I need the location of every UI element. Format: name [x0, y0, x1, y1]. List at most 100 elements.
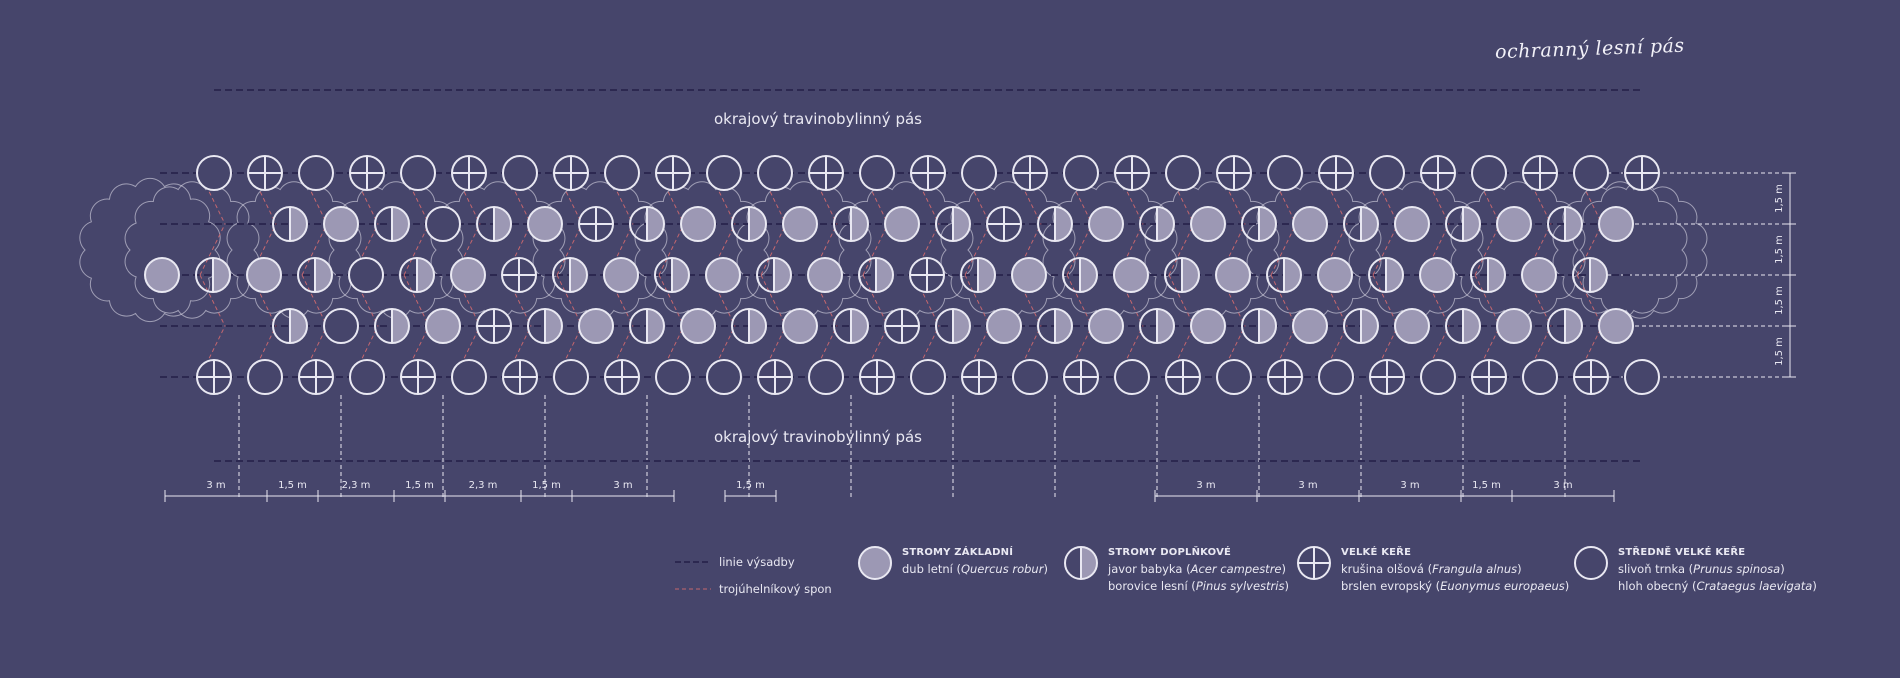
medium-shrub-outline — [1573, 155, 1609, 191]
legend-medium-shrubs: STŘEDNĚ VELKÉ KEŘE slivoň trnka (Prunus … — [1572, 544, 1817, 595]
medium-shrub-outline — [1012, 359, 1048, 395]
supplementary-tree — [1343, 206, 1379, 242]
supplementary-tree — [1266, 257, 1302, 293]
supplementary-tree-half — [851, 207, 868, 241]
medium-shrub-outline — [1165, 155, 1201, 191]
main-tree-symbol — [1215, 257, 1251, 293]
main-tree-symbol — [1190, 308, 1226, 344]
main-tree — [1598, 206, 1634, 242]
main-tree-symbol — [1088, 308, 1124, 344]
supplementary-tree — [1037, 308, 1073, 344]
main-tree-symbol — [1190, 206, 1226, 242]
medium-shrub — [323, 308, 359, 344]
main-tree-symbol — [1419, 257, 1455, 293]
medium-shrub-outline — [859, 155, 895, 191]
medium-shrub — [910, 359, 946, 395]
main-tree-symbol — [807, 257, 843, 293]
supplementary-tree — [1343, 308, 1379, 344]
medium-shrub-outline — [706, 155, 742, 191]
supplementary-tree-half — [953, 207, 970, 241]
supplementary-tree — [858, 257, 894, 293]
supplementary-tree — [1547, 206, 1583, 242]
canopy-outline — [79, 177, 221, 323]
medium-shrub — [1216, 359, 1252, 395]
main-tree — [807, 257, 843, 293]
supplementary-tree-half — [290, 207, 307, 241]
canopy-outlines — [79, 177, 1708, 323]
large-shrub — [476, 308, 512, 344]
main-tree-symbol — [986, 308, 1022, 344]
medium-shrub — [706, 359, 742, 395]
canopy-outline — [430, 181, 566, 319]
legend-planting-line-label: linie výsadby — [719, 555, 795, 569]
supplementary-tree — [1139, 206, 1175, 242]
large-shrub — [400, 359, 436, 395]
main-tree-symbol — [1113, 257, 1149, 293]
main-tree-symbol — [1394, 308, 1430, 344]
supplementary-tree — [527, 308, 563, 344]
medium-shrub-outline — [247, 359, 283, 395]
dimension-left-label: 1,5 m — [278, 480, 307, 491]
supplementary-tree-symbol-icon — [1064, 546, 1098, 580]
supplementary-tree — [1368, 257, 1404, 293]
supplementary-tree — [1241, 308, 1277, 344]
large-shrub — [1420, 155, 1456, 191]
dimension-left-label: 3 m — [613, 480, 632, 491]
medium-shrub — [349, 359, 385, 395]
main-tree-symbol — [1598, 206, 1634, 242]
supplementary-tree-half — [392, 309, 409, 343]
main-tree-symbol — [144, 257, 180, 293]
main-tree — [1598, 308, 1634, 344]
main-tree — [1521, 257, 1557, 293]
large-shrub — [655, 155, 691, 191]
medium-shrub-outline — [1267, 155, 1303, 191]
medium-shrub-outline — [553, 359, 589, 395]
dimension-vertical-label: 1,5 m — [1774, 337, 1785, 366]
canopy-outline — [328, 181, 464, 319]
supplementary-tree — [399, 257, 435, 293]
supplementary-tree — [629, 308, 665, 344]
supplementary-tree — [374, 308, 410, 344]
medium-shrub — [1624, 359, 1660, 395]
dimension-left-label: 1,5 m — [532, 480, 561, 491]
medium-shrub-outline — [910, 359, 946, 395]
canopy-outline — [1450, 181, 1586, 319]
large-shrub-symbol-icon — [1297, 546, 1331, 580]
dimension-guides — [238, 172, 1790, 498]
canopy-outline — [1144, 181, 1280, 319]
supplementary-tree — [1547, 308, 1583, 344]
main-tree-symbol — [578, 308, 614, 344]
medium-shrub-outline — [961, 155, 997, 191]
dimension-left-label: 3 m — [206, 480, 225, 491]
supplementary-tree — [195, 257, 231, 293]
supplementary-tree-half — [1565, 207, 1582, 241]
medium-shrub — [1420, 359, 1456, 395]
main-tree-symbol — [1496, 206, 1532, 242]
medium-shrub-outline — [757, 155, 793, 191]
medium-shrub-symbol-icon — [1574, 546, 1608, 580]
supplementary-tree — [654, 257, 690, 293]
supplementary-tree-half — [1080, 258, 1097, 292]
main-tree — [1496, 206, 1532, 242]
medium-shrub — [425, 206, 461, 242]
medium-shrub-outline — [1624, 359, 1660, 395]
main-tree-symbol — [705, 257, 741, 293]
species-line: hloh obecný (Crataegus laevigata) — [1618, 579, 1817, 593]
large-shrub — [1624, 155, 1660, 191]
canopy-outline — [1042, 181, 1178, 319]
dimension-right-label: 3 m — [1553, 480, 1572, 491]
main-tree — [1292, 308, 1328, 344]
main-tree-symbol — [1317, 257, 1353, 293]
medium-shrub — [298, 155, 334, 191]
supplementary-tree — [476, 206, 512, 242]
medium-shrub — [196, 155, 232, 191]
medium-shrub-outline — [425, 206, 461, 242]
supplementary-tree — [1470, 257, 1506, 293]
medium-shrub-outline — [1114, 359, 1150, 395]
medium-shrub-outline — [502, 155, 538, 191]
supplementary-tree — [1037, 206, 1073, 242]
supplementary-tree-half — [647, 207, 664, 241]
main-tree-symbol — [1292, 206, 1328, 242]
supplementary-tree-half — [749, 207, 766, 241]
supplementary-tree — [1572, 257, 1608, 293]
